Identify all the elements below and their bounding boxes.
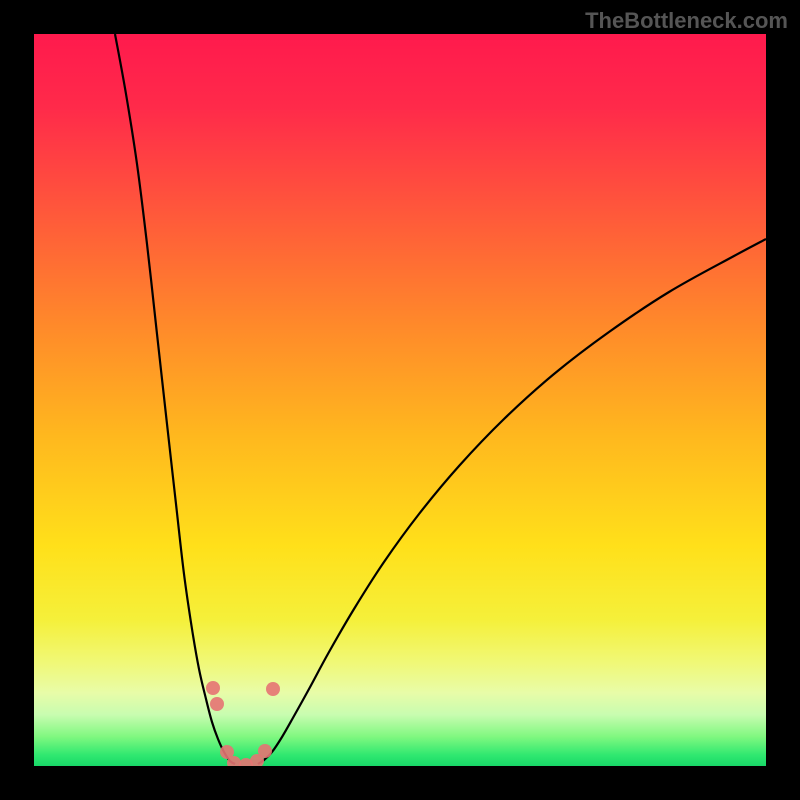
plot-area xyxy=(34,34,766,766)
watermark-text: TheBottleneck.com xyxy=(585,8,788,34)
gradient-background xyxy=(34,34,766,766)
data-marker xyxy=(210,697,224,711)
data-marker xyxy=(206,681,220,695)
plot-svg xyxy=(34,34,766,766)
data-marker xyxy=(266,682,280,696)
chart-container: TheBottleneck.com xyxy=(0,0,800,800)
data-marker xyxy=(258,744,272,758)
